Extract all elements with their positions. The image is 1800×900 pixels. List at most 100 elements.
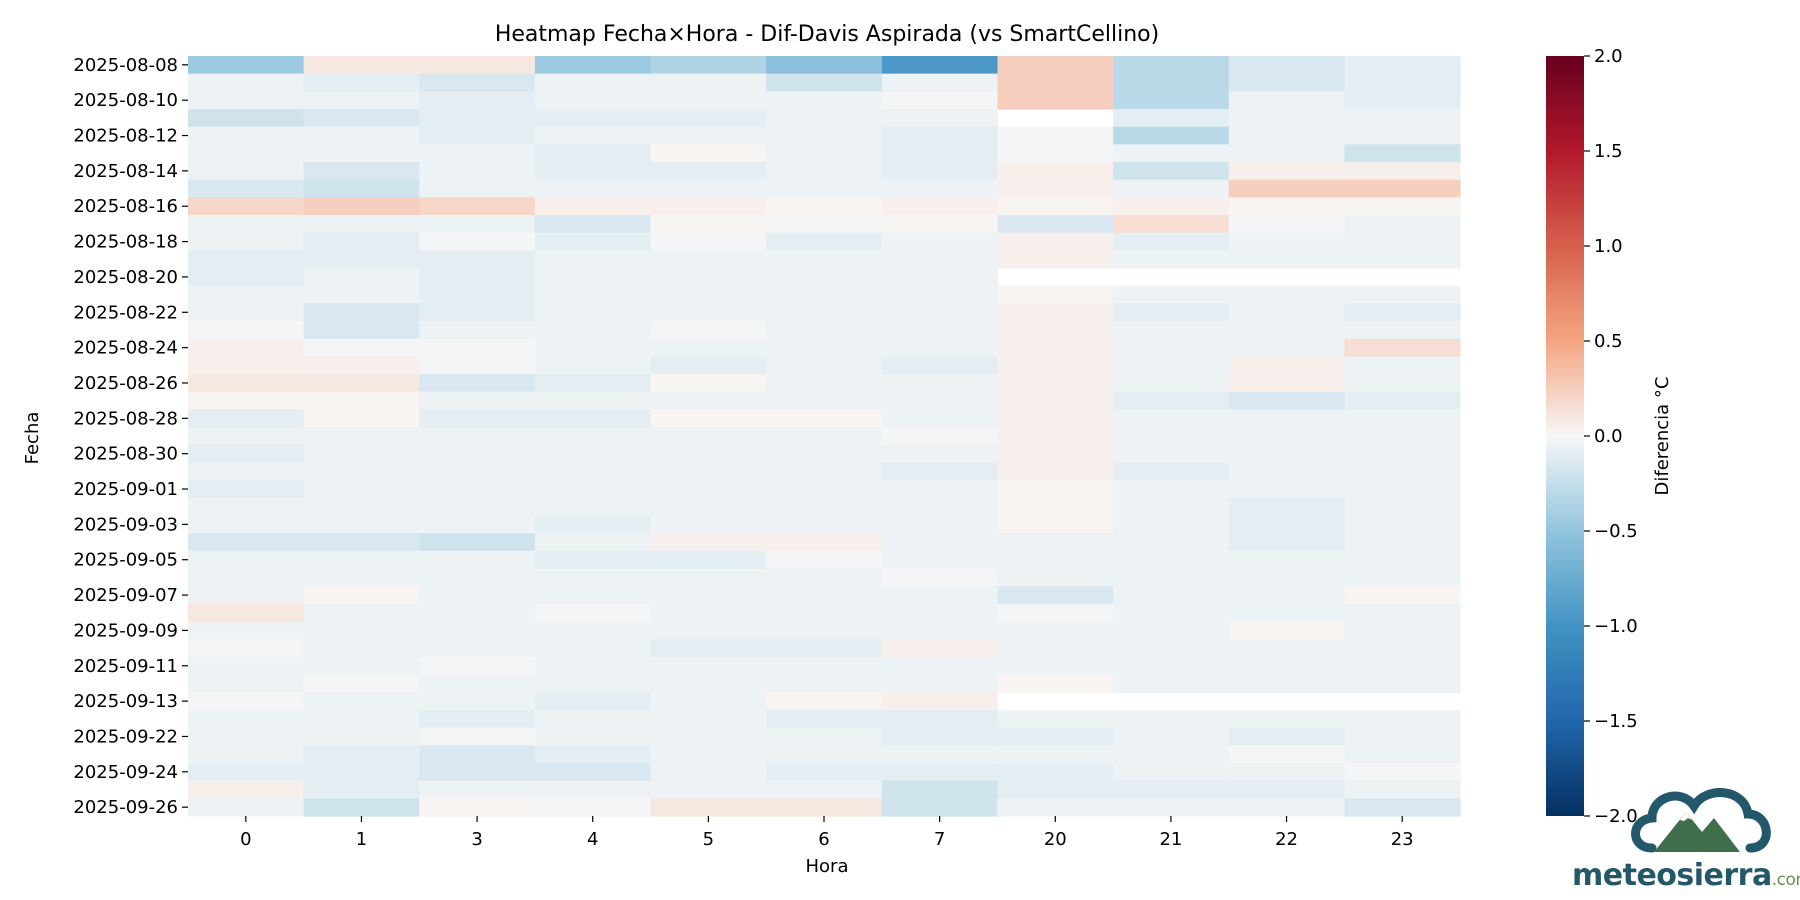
heatmap-cell — [881, 568, 999, 587]
heatmap-cell — [303, 250, 420, 269]
heatmap-cell — [419, 356, 536, 375]
heatmap-cell — [303, 215, 420, 234]
heatmap-cell — [1113, 533, 1230, 552]
heatmap-cell — [1228, 621, 1345, 640]
heatmap-cell — [766, 215, 883, 234]
heatmap-cell — [419, 427, 536, 446]
heatmap-cell — [303, 444, 420, 464]
x-ticks: 0 1 3 4 5 6 7 20 21 22 23 — [240, 816, 1414, 850]
x-tick-label: 22 — [1275, 829, 1298, 850]
heatmap-cell — [1228, 550, 1345, 570]
heatmap-cell — [534, 268, 652, 287]
heatmap-cell — [419, 692, 536, 711]
heatmap-cell — [188, 338, 305, 358]
heatmap-cell — [881, 762, 999, 782]
heatmap-cell — [766, 709, 883, 729]
y-tick-label: 2025-09-07 — [73, 585, 178, 606]
heatmap-cell — [1344, 144, 1461, 163]
heatmap-cell — [1113, 356, 1230, 375]
heatmap-cell — [534, 515, 652, 534]
heatmap-cell — [881, 727, 999, 746]
heatmap-cell — [1113, 91, 1230, 110]
heatmap-cell — [1344, 444, 1461, 464]
heatmap-cell — [188, 391, 305, 411]
heatmap-cell — [534, 568, 652, 587]
colorbar-tick-label: 0.0 — [1594, 426, 1623, 447]
heatmap-cell — [1113, 586, 1230, 605]
heatmap-cell — [1344, 497, 1461, 517]
heatmap-cell — [303, 179, 420, 198]
heatmap-cell — [1228, 73, 1345, 92]
x-tick-label: 4 — [587, 829, 598, 850]
heatmap-cell — [1228, 338, 1345, 358]
heatmap-cell — [1344, 727, 1461, 746]
heatmap-cell — [766, 374, 883, 393]
heatmap-cell — [766, 621, 883, 640]
heatmap-cell — [1228, 568, 1345, 587]
heatmap-cell — [534, 73, 652, 92]
y-ticks: 2025-08-08 2025-08-10 2025-08-12 2025-08-14… — [73, 55, 188, 818]
heatmap-cell — [1113, 73, 1230, 92]
y-tick-label: 2025-09-13 — [73, 691, 178, 712]
heatmap-cell — [1228, 603, 1345, 623]
heatmap-cell — [188, 162, 305, 181]
heatmap-cell — [188, 762, 305, 782]
heatmap-cell — [1344, 303, 1461, 322]
heatmap-cell — [766, 550, 883, 570]
heatmap-cell — [650, 91, 767, 110]
heatmap-cell — [1113, 727, 1230, 746]
heatmap-cell — [650, 621, 767, 640]
heatmap-cell — [534, 303, 652, 322]
heatmap-cell — [188, 639, 305, 658]
heatmap-cell — [1113, 215, 1230, 234]
heatmap-cell — [881, 144, 999, 163]
y-tick-label: 2025-08-14 — [73, 161, 178, 182]
heatmap-cell — [766, 356, 883, 375]
heatmap-cell — [419, 126, 536, 145]
heatmap-cell — [1228, 126, 1345, 145]
heatmap-cell — [1228, 762, 1345, 782]
heatmap-cell — [419, 215, 536, 234]
heatmap-cell — [303, 197, 420, 216]
heatmap-cell — [650, 586, 767, 605]
heatmap-cell — [766, 780, 883, 799]
heatmap-cell — [534, 745, 652, 764]
colorbar — [1546, 56, 1584, 816]
heatmap-cell — [1344, 780, 1461, 799]
heatmap-cell — [997, 709, 1114, 729]
heatmap-cell — [303, 268, 420, 287]
heatmap-cell — [766, 515, 883, 534]
heatmap-cell — [188, 232, 305, 252]
heatmap-cell — [1344, 338, 1461, 358]
colorbar-tick-label: 2.0 — [1594, 46, 1623, 67]
heatmap-cell — [303, 621, 420, 640]
heatmap-cell — [1344, 745, 1461, 764]
colorbar-tick-label: −1.0 — [1594, 616, 1638, 637]
heatmap-cell — [766, 462, 883, 481]
y-tick-label: 2025-09-09 — [73, 620, 178, 641]
y-tick-label: 2025-08-30 — [73, 444, 178, 465]
heatmap-cell — [881, 338, 999, 358]
heatmap-cell — [881, 444, 999, 464]
heatmap-cell — [188, 745, 305, 764]
heatmap-cell — [1344, 91, 1461, 110]
heatmap-cell — [1113, 162, 1230, 181]
heatmap-cell — [188, 250, 305, 269]
y-tick-label: 2025-08-10 — [73, 90, 178, 111]
heatmap-cell — [534, 391, 652, 411]
heatmap-cell — [766, 338, 883, 358]
heatmap-cell — [1113, 639, 1230, 658]
heatmap-cell — [1344, 374, 1461, 393]
heatmap-cell — [534, 692, 652, 711]
heatmap-cell — [303, 656, 420, 676]
heatmap-cell — [1344, 356, 1461, 375]
heatmap-cell — [188, 56, 305, 75]
heatmap-cell — [1228, 586, 1345, 605]
x-axis-label: Hora — [806, 856, 849, 877]
heatmap-cell — [1344, 197, 1461, 216]
heatmap-cell — [650, 268, 767, 287]
heatmap-cell — [650, 250, 767, 269]
heatmap-cell — [534, 709, 652, 729]
heatmap-cell — [303, 515, 420, 534]
heatmap-cell — [303, 303, 420, 322]
